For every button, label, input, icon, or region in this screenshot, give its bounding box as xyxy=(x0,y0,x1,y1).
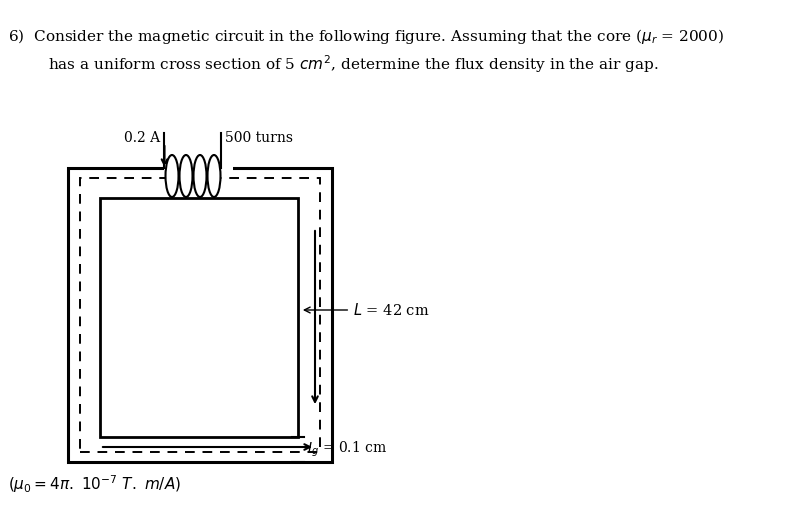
Text: $\mathit{I}_g$ = 0.1 cm: $\mathit{I}_g$ = 0.1 cm xyxy=(307,440,387,459)
Ellipse shape xyxy=(180,155,192,197)
Text: has a uniform cross section of 5 $cm^2$, determine the flux density in the air g: has a uniform cross section of 5 $cm^2$,… xyxy=(48,53,659,75)
Text: 500 turns: 500 turns xyxy=(225,131,293,145)
Ellipse shape xyxy=(207,155,221,197)
Text: $(\mu_0 = 4\pi.\  10^{-7}\ T.\ m/A)$: $(\mu_0 = 4\pi.\ 10^{-7}\ T.\ m/A)$ xyxy=(8,473,181,495)
Bar xyxy=(68,168,332,462)
Text: 0.2 A: 0.2 A xyxy=(125,131,161,145)
Bar xyxy=(165,164,233,172)
Ellipse shape xyxy=(165,155,179,197)
Text: $L$ = 42 cm: $L$ = 42 cm xyxy=(304,302,429,318)
Text: 6)  Consider the magnetic circuit in the following figure. Assuming that the cor: 6) Consider the magnetic circuit in the … xyxy=(8,27,724,46)
Bar xyxy=(80,178,320,452)
Bar xyxy=(100,198,298,437)
Ellipse shape xyxy=(194,155,206,197)
